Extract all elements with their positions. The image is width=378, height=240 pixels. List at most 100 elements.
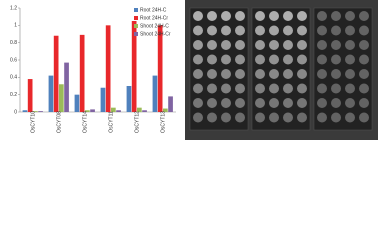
colony xyxy=(193,54,203,65)
colony xyxy=(297,25,307,36)
y-tick-label: 0.4 xyxy=(10,75,17,81)
colony xyxy=(331,40,341,50)
colony xyxy=(255,98,265,108)
y-tick-label: 0.6 xyxy=(10,57,17,63)
colony xyxy=(331,69,341,79)
legend-label: Root 24H-Cr xyxy=(140,15,168,21)
colony xyxy=(235,11,245,21)
colony xyxy=(297,54,307,65)
colony xyxy=(193,112,203,123)
legend-swatch xyxy=(134,24,138,28)
bar xyxy=(85,110,90,112)
colony xyxy=(297,83,307,94)
colony xyxy=(317,98,327,108)
y-tick-label: 0.8 xyxy=(10,40,17,46)
plate-panel xyxy=(313,7,373,131)
colony xyxy=(317,112,327,123)
colony xyxy=(193,98,203,108)
bar xyxy=(33,111,38,112)
colony xyxy=(193,11,203,21)
colony xyxy=(255,83,265,94)
colony xyxy=(331,83,341,94)
bar xyxy=(168,96,173,112)
bar xyxy=(131,21,137,112)
colony xyxy=(221,25,231,36)
colony xyxy=(283,69,293,79)
colony xyxy=(297,98,307,108)
bar xyxy=(116,110,121,112)
colony xyxy=(317,54,327,65)
colony xyxy=(269,83,279,94)
colony xyxy=(345,25,355,36)
colony xyxy=(283,98,293,108)
plate-grid xyxy=(189,7,373,131)
colony xyxy=(207,25,217,36)
colony xyxy=(359,54,369,65)
x-tick-label: OsCYT08 xyxy=(56,111,62,133)
y-tick-label: 0 xyxy=(14,109,17,115)
colony xyxy=(331,11,341,21)
bar xyxy=(111,107,116,112)
colony xyxy=(221,11,231,21)
colony xyxy=(331,25,341,36)
colony xyxy=(255,54,265,65)
colony xyxy=(283,112,293,123)
bar xyxy=(74,94,80,112)
colony xyxy=(235,25,245,36)
colony xyxy=(193,40,203,50)
colony xyxy=(193,69,203,79)
colony xyxy=(255,11,265,21)
colony xyxy=(317,40,327,50)
colony xyxy=(359,69,369,79)
colony xyxy=(331,54,341,65)
colony xyxy=(269,11,279,21)
colony xyxy=(359,25,369,36)
colony xyxy=(359,98,369,108)
legend-swatch xyxy=(134,16,138,20)
legend-swatch xyxy=(134,32,138,36)
colony xyxy=(207,98,217,108)
colony xyxy=(235,69,245,79)
bar xyxy=(22,110,28,112)
colony xyxy=(207,11,217,21)
x-tick-label: OsCYT11 xyxy=(108,111,114,133)
colony xyxy=(345,83,355,94)
bar xyxy=(126,86,132,112)
colony xyxy=(193,83,203,94)
bar xyxy=(79,34,85,112)
colony xyxy=(221,98,231,108)
colony xyxy=(297,69,307,79)
colony xyxy=(255,69,265,79)
x-tick-label: OsCYT14 xyxy=(82,111,88,133)
colony xyxy=(297,40,307,50)
bar xyxy=(48,75,54,112)
colony xyxy=(269,98,279,108)
colony xyxy=(317,69,327,79)
colony xyxy=(235,40,245,50)
colony xyxy=(331,112,341,123)
colony xyxy=(331,98,341,108)
bar xyxy=(105,25,111,112)
colony xyxy=(359,83,369,94)
legend-swatch xyxy=(134,8,138,12)
figure: 0 0.2 0.4 0.6 0.8 1 1.2 OsCYT10 OsCYT08 OsCYT14 Os… xyxy=(10,0,378,140)
colony xyxy=(235,54,245,65)
bar xyxy=(38,111,43,112)
bar xyxy=(163,108,168,112)
colony xyxy=(207,54,217,65)
colony xyxy=(221,69,231,79)
bar xyxy=(157,25,163,112)
colony xyxy=(221,54,231,65)
colony xyxy=(345,40,355,50)
bar xyxy=(152,75,158,112)
bar xyxy=(64,62,69,112)
colony xyxy=(235,98,245,108)
colony xyxy=(345,98,355,108)
colony xyxy=(269,25,279,36)
colony xyxy=(235,112,245,123)
colony xyxy=(345,69,355,79)
y-tick-label: 1 xyxy=(14,23,17,29)
x-tick-label: OsCYT12 xyxy=(134,111,140,133)
bar xyxy=(53,35,59,112)
colony xyxy=(207,112,217,123)
